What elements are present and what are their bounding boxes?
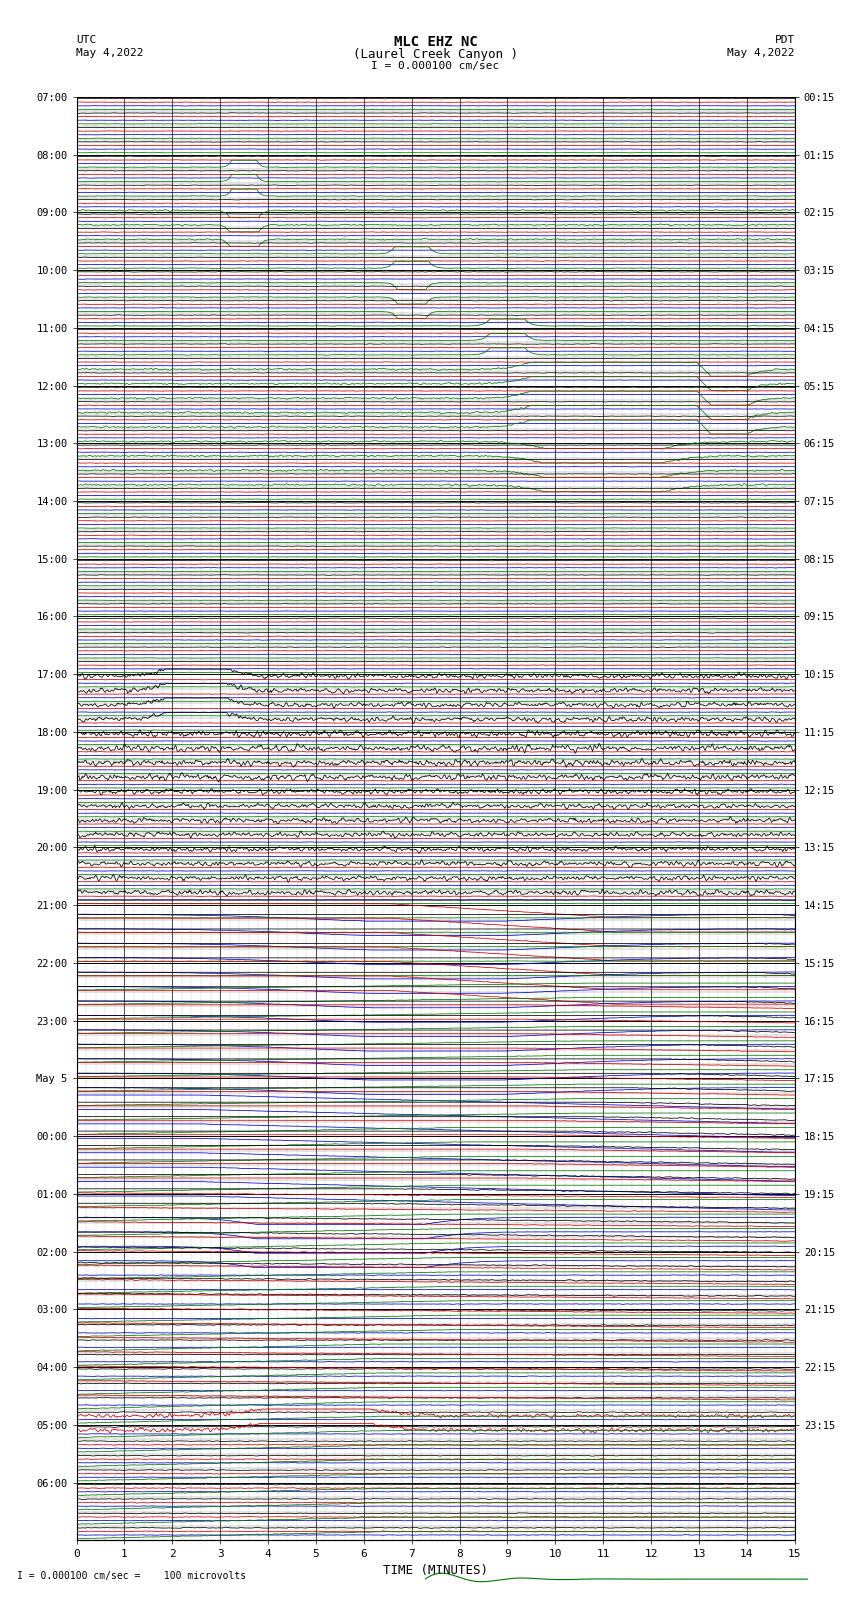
Text: MLC EHZ NC: MLC EHZ NC	[394, 35, 478, 50]
X-axis label: TIME (MINUTES): TIME (MINUTES)	[383, 1563, 488, 1576]
Text: I = 0.000100 cm/sec: I = 0.000100 cm/sec	[371, 61, 500, 71]
Text: (Laurel Creek Canyon ): (Laurel Creek Canyon )	[353, 48, 518, 61]
Text: PDT: PDT	[774, 35, 795, 45]
Text: UTC: UTC	[76, 35, 97, 45]
Text: May 4,2022: May 4,2022	[76, 48, 144, 58]
Text: May 4,2022: May 4,2022	[728, 48, 795, 58]
Text: I = 0.000100 cm/sec =    100 microvolts: I = 0.000100 cm/sec = 100 microvolts	[17, 1571, 246, 1581]
